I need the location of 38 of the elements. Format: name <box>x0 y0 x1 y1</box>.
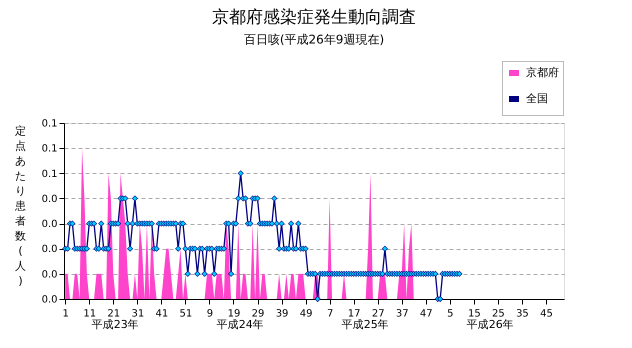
x-tick-label: 7 <box>326 308 334 320</box>
y-tick-label: 0.0 <box>42 194 58 205</box>
x-tick-label: 27 <box>372 308 385 320</box>
x-tick-label: 49 <box>300 308 312 320</box>
x-tick-label: 19 <box>228 308 240 320</box>
x-tick-label: 51 <box>180 308 192 320</box>
x-tick-label: 35 <box>516 308 529 320</box>
x-tick-label: 9 <box>206 308 214 320</box>
x-tick-label: 45 <box>540 308 553 320</box>
x-tick-label: 5 <box>447 308 454 320</box>
y-tick-label: 0.0 <box>42 219 58 230</box>
y-tick-label: 0.0 <box>42 244 58 256</box>
x-tick-label: 39 <box>276 308 288 320</box>
y-tick-label: 0.1 <box>42 168 58 180</box>
x-tick-label: 1 <box>62 308 69 320</box>
text: 平成26年 <box>466 318 514 331</box>
y-tick-label: 0.0 <box>42 294 58 306</box>
text: 定点あたり患者数(人) <box>15 124 26 288</box>
y-tick-label: 0.0 <box>42 269 58 280</box>
y-tick-label: 0.1 <box>42 118 58 130</box>
text: 平成24年 <box>216 318 264 331</box>
x-tick-label: 31 <box>131 308 144 320</box>
x-tick-label: 17 <box>348 308 361 320</box>
chart-title: 京都府感染症発生動向調査 <box>212 8 416 28</box>
y-tick-label: 0.1 <box>42 144 58 155</box>
chart-subtitle: 百日咳(平成26年9週現在) <box>244 32 384 46</box>
x-tick-label: 47 <box>420 308 433 320</box>
legend-label: 全国 <box>526 92 548 105</box>
text: 平成25年 <box>342 318 389 331</box>
x-tick-label: 41 <box>155 308 168 320</box>
x-tick-label: 25 <box>492 308 505 320</box>
x-tick-label: 21 <box>107 308 120 320</box>
legend-label: 京都府 <box>526 66 559 79</box>
x-tick-label: 11 <box>83 308 96 320</box>
text: 平成23年 <box>92 318 139 331</box>
x-tick-label: 29 <box>252 308 264 320</box>
x-tick-label: 37 <box>396 308 409 320</box>
x-tick-label: 15 <box>468 308 481 320</box>
